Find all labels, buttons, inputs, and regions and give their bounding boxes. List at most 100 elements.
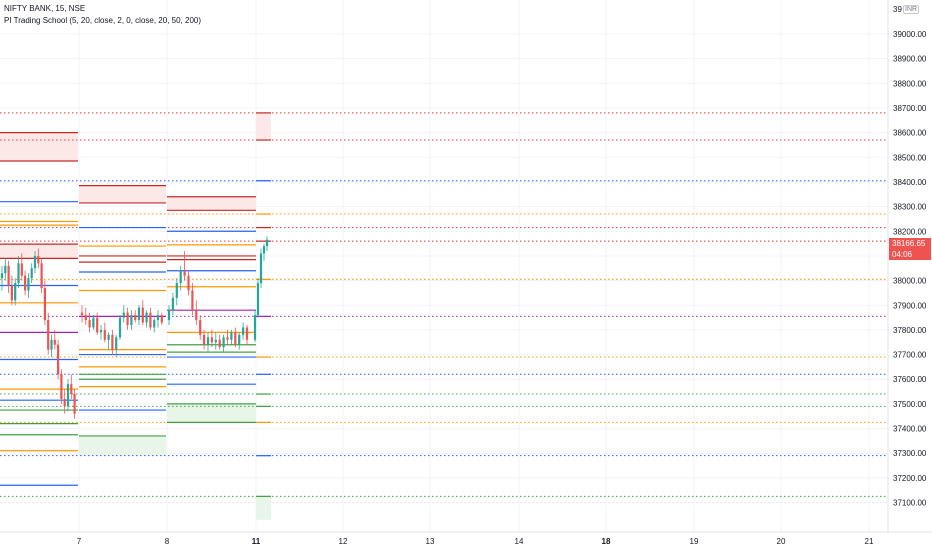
candle-body [115, 337, 118, 350]
candle-body [103, 329, 106, 340]
candle-body [99, 329, 103, 333]
candle-body [141, 307, 144, 323]
candle-body [118, 317, 122, 338]
candle-body [73, 394, 76, 414]
axes [0, 0, 932, 533]
candle-body [179, 270, 182, 284]
price-tick-top: 39 [893, 5, 902, 14]
candle-body [191, 290, 194, 311]
candle-body [63, 398, 66, 407]
candle-body [122, 312, 125, 318]
grid [0, 0, 888, 532]
candle-body [149, 312, 152, 328]
candle-body [203, 334, 206, 345]
price-tick-label: 37500.00 [893, 400, 927, 409]
time-tick-label: 21 [865, 537, 874, 546]
candle-body [262, 246, 266, 254]
candle-body [253, 315, 257, 340]
price-tick-label: 38500.00 [893, 153, 927, 162]
bar-countdown: 04:06 [892, 250, 913, 259]
candle-body [37, 255, 40, 264]
zone [256, 112, 271, 141]
candle-body [160, 315, 163, 323]
time-tick-label: 8 [165, 537, 170, 546]
price-tick-label: 37900.00 [893, 301, 927, 310]
time-tick-label: 14 [515, 537, 524, 546]
price-tick-label: 38800.00 [893, 79, 927, 88]
price-tick-label: 38000.00 [893, 277, 927, 286]
candle-body [84, 315, 87, 321]
candle-body [167, 310, 171, 321]
candle-body [0, 273, 4, 279]
time-tick-label: 20 [777, 537, 786, 546]
candle-body [57, 344, 60, 375]
dotted-levels [0, 112, 888, 497]
candle-body [40, 263, 43, 288]
candle-body [137, 307, 141, 321]
candle-body [111, 334, 114, 350]
candle-body [218, 339, 221, 348]
candle-body [92, 317, 95, 328]
time-axis[interactable]: 7 8 11 12 13 14 18 19 20 21 [77, 537, 874, 546]
time-tick-label: 11 [252, 537, 261, 546]
candle-body [145, 312, 148, 323]
candle-body [245, 327, 249, 340]
candle-body [214, 339, 217, 343]
candle-body [30, 268, 33, 279]
candle-body [43, 287, 46, 321]
candle-body [242, 327, 245, 335]
symbol-title: NIFTY BANK, 15, NSE [4, 4, 86, 13]
candle-body [4, 265, 7, 274]
candle-body [66, 384, 70, 407]
last-price-badge: 38166.65 04:06 [889, 238, 931, 260]
zone [167, 403, 256, 423]
candle-body [226, 337, 229, 340]
price-tick-label: 38900.00 [893, 55, 927, 64]
price-tick-label: 39000.00 [893, 30, 927, 39]
candle-body [20, 263, 23, 276]
price-tick-label: 37100.00 [893, 499, 927, 508]
candle-body [126, 312, 129, 325]
time-tick-label: 18 [602, 537, 611, 546]
candle-body [14, 283, 17, 301]
price-tick-label: 37300.00 [893, 449, 927, 458]
candle-body [53, 339, 56, 345]
price-tick-label: 37700.00 [893, 351, 927, 360]
candle-body [47, 320, 50, 350]
price-tick-label: 38400.00 [893, 178, 927, 187]
price-tick-label: 38600.00 [893, 129, 927, 138]
zone [167, 196, 256, 211]
price-tick-label: 38200.00 [893, 227, 927, 236]
price-tick-label: 37200.00 [893, 474, 927, 483]
currency-label[interactable]: INR [903, 5, 920, 14]
candle-body [50, 339, 53, 350]
candle-body [259, 253, 263, 284]
candle-body [175, 283, 178, 298]
candle-body [27, 278, 30, 291]
candle-body [156, 315, 160, 321]
zone [0, 132, 78, 161]
candle-body [96, 317, 99, 333]
time-tick-label: 7 [77, 537, 82, 546]
candle-body [24, 275, 27, 291]
candle-body [234, 332, 237, 345]
zone [79, 185, 166, 203]
candle-body [230, 332, 233, 340]
zone [256, 496, 271, 520]
indicator-legend[interactable]: PI Trading School (5, 20, close, 2, 0, c… [4, 16, 202, 25]
candle-body [210, 337, 213, 343]
candle-body [134, 315, 137, 321]
candle-body [10, 285, 13, 301]
time-tick-label: 13 [426, 537, 435, 546]
candle-body [60, 374, 63, 399]
candle-body [265, 239, 269, 247]
candle-body [80, 312, 84, 316]
candle-body [153, 320, 156, 328]
zones [0, 112, 271, 520]
zone [0, 244, 78, 259]
candle-body [171, 297, 174, 311]
price-tick-label: 37600.00 [893, 375, 927, 384]
zone [79, 435, 166, 456]
